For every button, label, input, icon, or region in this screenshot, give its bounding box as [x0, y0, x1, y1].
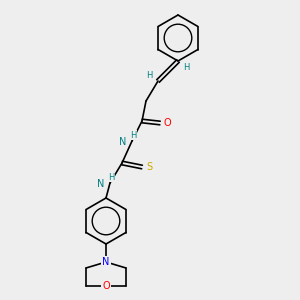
Text: O: O — [163, 118, 171, 128]
Text: H: H — [183, 64, 189, 73]
Text: N: N — [97, 179, 105, 189]
Text: N: N — [119, 137, 127, 147]
Text: N: N — [102, 257, 110, 267]
Text: O: O — [102, 281, 110, 291]
Text: H: H — [130, 130, 136, 140]
Text: H: H — [108, 172, 114, 182]
Text: S: S — [146, 162, 152, 172]
Text: H: H — [146, 71, 152, 80]
